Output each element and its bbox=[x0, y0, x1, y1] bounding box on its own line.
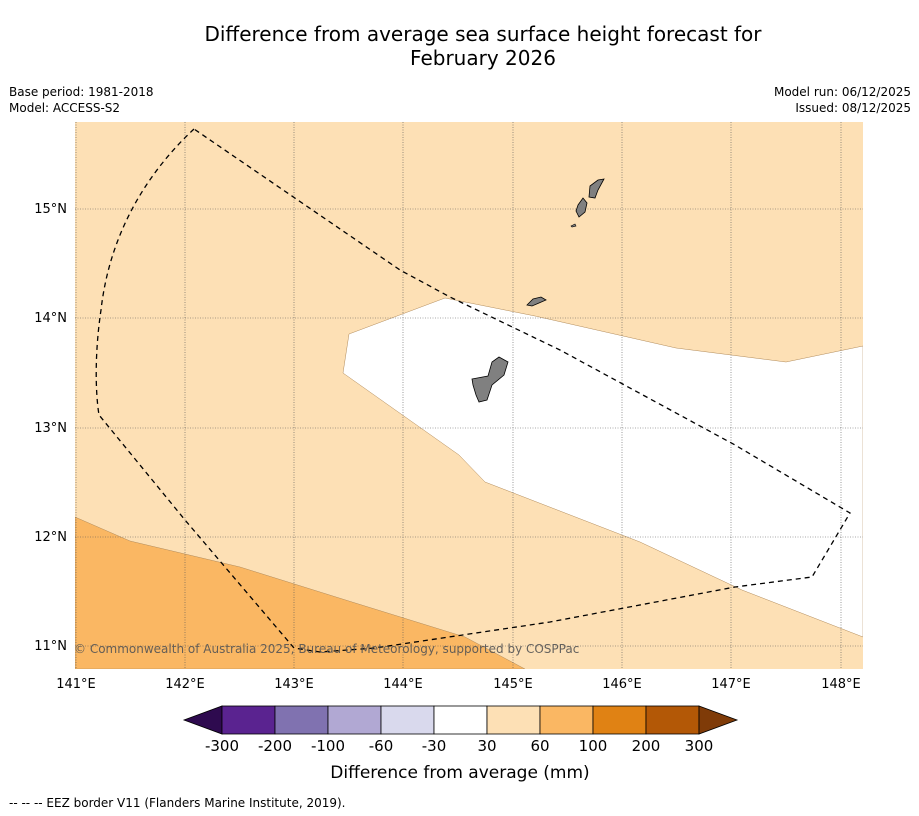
copyright-text: © Commonwealth of Australia 2025, Bureau… bbox=[74, 642, 579, 656]
lon-label-147: 147°E bbox=[711, 677, 751, 692]
colorbar-label: 60 bbox=[530, 737, 549, 755]
lat-tick-labels: 15°N 14°N 13°N 12°N 11°N bbox=[34, 202, 67, 654]
colorbar-label: -100 bbox=[311, 737, 345, 755]
issued-date: Issued: 08/12/2025 bbox=[795, 101, 911, 115]
island-aguijan bbox=[570, 223, 577, 228]
colorbar-title: Difference from average (mm) bbox=[330, 763, 589, 783]
colorbar-label: 30 bbox=[477, 737, 496, 755]
colorbar-swatch bbox=[221, 705, 276, 735]
gridlines bbox=[75, 122, 863, 669]
island-saipan bbox=[588, 178, 605, 199]
lat-label-12: 12°N bbox=[34, 530, 67, 545]
colorbar-swatch bbox=[486, 705, 541, 735]
colorbar-label: -60 bbox=[369, 737, 394, 755]
colorbar-swatch bbox=[433, 705, 488, 735]
title-line-1: Difference from average sea surface heig… bbox=[204, 22, 762, 46]
title-line-2: February 2026 bbox=[410, 46, 556, 70]
colorbar-label: 100 bbox=[579, 737, 608, 755]
colorbar-extend-low bbox=[182, 705, 223, 735]
lon-tick-labels: 141°E 142°E 143°E 144°E 145°E 146°E 147°… bbox=[56, 677, 861, 692]
island-guam bbox=[471, 356, 509, 403]
model-name: Model: ACCESS-S2 bbox=[9, 101, 121, 115]
island-rota bbox=[526, 296, 547, 307]
lat-label-15: 15°N bbox=[34, 202, 67, 217]
eez-footnote: -- -- -- EEZ border V11 (Flanders Marine… bbox=[9, 796, 346, 810]
colorbar-label: 300 bbox=[685, 737, 714, 755]
lon-label-148: 148°E bbox=[821, 677, 861, 692]
colorbar-label: -300 bbox=[205, 737, 239, 755]
model-run: Model run: 06/12/2025 bbox=[773, 85, 911, 99]
colorbar-label: -30 bbox=[422, 737, 447, 755]
chart-title: Difference from average sea surface heig… bbox=[0, 22, 919, 70]
base-period: Base period: 1981-2018 bbox=[9, 85, 154, 99]
colorbar-swatch bbox=[592, 705, 647, 735]
lat-label-11: 11°N bbox=[34, 639, 67, 654]
meta-right: Model run: 06/12/2025 Issued: 08/12/2025 bbox=[774, 84, 911, 116]
lon-label-142: 142°E bbox=[165, 677, 205, 692]
lon-label-146: 146°E bbox=[602, 677, 642, 692]
colorbar-label: 200 bbox=[632, 737, 661, 755]
colorbar-swatch bbox=[539, 705, 594, 735]
meta-left: Base period: 1981-2018 Model: ACCESS-S2 bbox=[9, 84, 154, 116]
colorbar-swatch bbox=[380, 705, 435, 735]
lon-label-145: 145°E bbox=[493, 677, 533, 692]
lat-label-14: 14°N bbox=[34, 311, 67, 326]
colorbar-swatch bbox=[327, 705, 382, 735]
colorbar-extend-high bbox=[698, 705, 739, 735]
eez-border bbox=[95, 128, 851, 653]
anomaly-region-60-100 bbox=[75, 516, 526, 669]
lon-label-143: 143°E bbox=[274, 677, 314, 692]
island-tinian bbox=[575, 197, 588, 218]
colorbar-swatch bbox=[274, 705, 329, 735]
colorbar: -300 -200 -100 -60 -30 30 60 100 200 300… bbox=[182, 705, 739, 783]
lon-label-141: 141°E bbox=[56, 677, 96, 692]
lon-label-144: 144°E bbox=[383, 677, 423, 692]
colorbar-label: -200 bbox=[258, 737, 292, 755]
lat-label-13: 13°N bbox=[34, 421, 67, 436]
colorbar-swatch bbox=[645, 705, 700, 735]
map-area: © Commonwealth of Australia 2025, Bureau… bbox=[74, 122, 863, 669]
